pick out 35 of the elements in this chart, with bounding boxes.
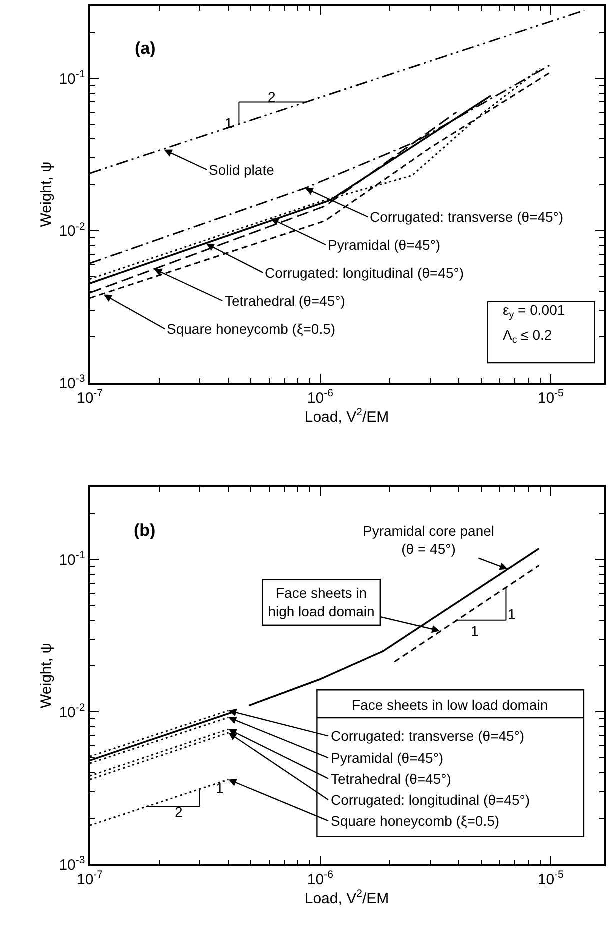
annotation: 2 [175,804,183,820]
annotation: ε$_{y}$ = 0.001 [503,302,566,321]
annotation: Face sheets in high load domain [268,585,375,620]
annotation: Tetrahedral (θ=45°) [331,771,452,787]
annotation: Solid plate [209,162,275,178]
annotation: Λ$_{c}$ ≤ 0.2 [503,327,552,346]
y-tick-label: 10$^{-1}$ [59,68,86,88]
annotation: Tetrahedral (θ=45°) [225,293,346,309]
annotation: Corrugated: longitudinal (θ=45°) [265,265,464,281]
annotation: 1 [216,780,224,796]
text: (b) [134,521,156,540]
annotation: Face sheets in low load domain [352,697,548,713]
y-axis-title: Weight, ψ [38,162,55,228]
annotation: Square honeycomb (ξ=0.5) [331,813,500,829]
x-tick-label: 10$^{-6}$ [307,387,334,407]
x-tick-label: 10$^{-5}$ [538,868,564,888]
annotation: Corrugated: longitudinal (θ=45°) [331,792,530,808]
y-tick-label: 10$^{-2}$ [59,220,86,240]
annotation: Corrugated: transverse (θ=45°) [370,209,564,225]
annotation: Corrugated: transverse (θ=45°) [331,728,525,744]
annotation: Pyramidal (θ=45°) [328,237,441,253]
x-axis-title: Load, V$^{2}$/EM [304,406,390,426]
annotation: 2 [268,89,276,105]
x-tick-label: 10$^{-5}$ [538,387,564,407]
annotation: Square honeycomb (ξ=0.5) [167,321,336,337]
y-tick-label: 10$^{-1}$ [59,550,86,569]
text: (a) [135,39,156,58]
annotation: 1 [508,606,516,622]
x-tick-label: 10$^{-6}$ [307,868,334,888]
annotation: Pyramidal core panel (θ = 45°) [363,523,495,558]
x-axis-title: Load, V$^{2}$/EM [304,888,390,908]
annotation: 1 [471,623,479,639]
y-axis-title: Weight, ψ [38,643,55,708]
annotation: Pyramidal (θ=45°) [331,750,444,766]
y-tick-label: 10$^{-2}$ [59,702,86,722]
